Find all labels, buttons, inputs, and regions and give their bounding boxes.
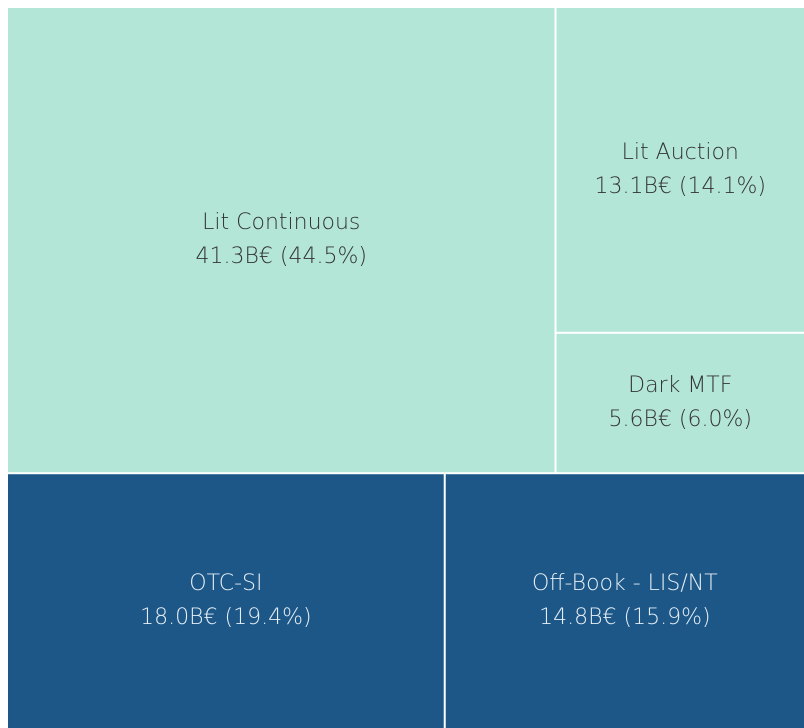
tile-value-label: 41.3B€ (44.5%) — [196, 244, 367, 269]
tile-label: Off-Book - LIS/NT — [532, 571, 718, 596]
tile — [556, 333, 804, 473]
tile-value-label: 5.6B€ (6.0%) — [609, 407, 752, 432]
tile-value-label: 14.8B€ (15.9%) — [539, 605, 710, 630]
tile — [8, 8, 555, 473]
tile — [556, 8, 804, 332]
tile-value-label: 18.0B€ (19.4%) — [140, 605, 311, 630]
tile — [445, 474, 804, 728]
tile-label: Dark MTF — [628, 373, 732, 398]
tile — [8, 474, 444, 728]
tile-label: OTC-SI — [189, 571, 262, 596]
tile-value-label: 13.1B€ (14.1%) — [595, 174, 766, 199]
tile-label: Lit Auction — [622, 140, 739, 165]
tile-label: Lit Continuous — [202, 210, 360, 235]
